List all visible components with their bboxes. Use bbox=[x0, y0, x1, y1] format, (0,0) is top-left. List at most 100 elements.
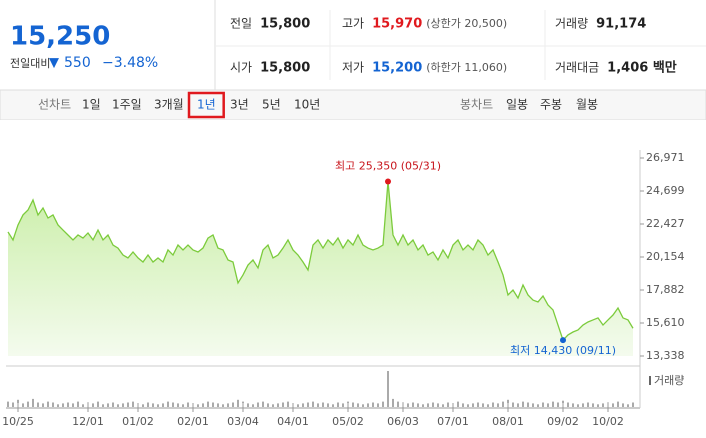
volume-bar bbox=[282, 402, 284, 407]
y-tick-label: 20,154 bbox=[646, 250, 685, 263]
volume-bar bbox=[202, 403, 204, 407]
tab[interactable]: 1일 bbox=[82, 98, 101, 112]
volume-bar bbox=[467, 404, 469, 407]
quote-label: 거래량 bbox=[555, 17, 588, 31]
volume-bar bbox=[117, 404, 119, 407]
x-tick-label: 10/02 bbox=[592, 415, 624, 428]
volume-bar bbox=[612, 403, 614, 407]
volume-bar bbox=[492, 402, 494, 407]
volume-label: 거래량 bbox=[654, 374, 684, 387]
volume-bar bbox=[422, 404, 424, 407]
volume-bar bbox=[412, 402, 414, 407]
volume-bar bbox=[92, 403, 94, 407]
quote-label: 거래대금 bbox=[555, 61, 599, 75]
volume-bar bbox=[102, 404, 104, 407]
tab[interactable]: 3개월 bbox=[154, 98, 184, 112]
volume-bar bbox=[587, 402, 589, 407]
x-tick-label: 01/02 bbox=[122, 415, 154, 428]
volume-bar bbox=[597, 404, 599, 407]
volume-bar bbox=[147, 402, 149, 407]
volume-bar bbox=[182, 404, 184, 407]
quote-value: 15,200 bbox=[372, 61, 422, 76]
volume-bar bbox=[127, 402, 129, 407]
min-marker bbox=[560, 337, 566, 344]
quote-note: (하한가 11,060) bbox=[426, 60, 507, 74]
volume-bar bbox=[417, 403, 419, 407]
volume-bar bbox=[267, 403, 269, 407]
header bbox=[0, 0, 706, 90]
tab[interactable]: 월봉 bbox=[576, 98, 598, 112]
volume-bar bbox=[197, 404, 199, 407]
volume-bar bbox=[162, 403, 164, 407]
volume-bar bbox=[287, 401, 289, 407]
volume-bar bbox=[567, 402, 569, 407]
volume-bar bbox=[367, 403, 369, 407]
tab[interactable]: 3년 bbox=[230, 98, 249, 112]
tab-selected bbox=[187, 91, 225, 119]
volume-bar bbox=[57, 404, 59, 407]
volume-bar bbox=[132, 401, 134, 407]
volume-bar bbox=[97, 401, 99, 407]
change: 550 bbox=[64, 55, 91, 71]
volume-bar bbox=[82, 404, 84, 407]
tab[interactable]: 5년 bbox=[262, 98, 281, 112]
tab[interactable]: 주봉 bbox=[540, 98, 562, 112]
quote-value: 91,174 bbox=[596, 17, 646, 32]
tab[interactable]: 10년 bbox=[294, 98, 320, 112]
tab-group-label: 선차트 bbox=[38, 98, 71, 112]
volume-bar bbox=[397, 401, 399, 407]
volume-bar bbox=[357, 403, 359, 407]
volume-bar bbox=[307, 402, 309, 407]
volume-bar bbox=[332, 404, 334, 407]
quote-value: 15,800 bbox=[260, 61, 310, 76]
y-tick-label: 17,882 bbox=[646, 283, 685, 296]
volume-bar bbox=[572, 403, 574, 407]
price-line bbox=[7, 181, 634, 342]
min-label: 최저 14,430 (09/11) bbox=[510, 344, 616, 357]
y-tick-label: 26,971 bbox=[646, 151, 685, 164]
volume-bar bbox=[257, 402, 259, 407]
volume-bar bbox=[362, 404, 364, 407]
volume-bar bbox=[542, 402, 544, 407]
volume-bar bbox=[247, 403, 249, 407]
volume-bar bbox=[77, 401, 79, 407]
tab[interactable]: 일봉 bbox=[506, 98, 528, 112]
volume-bar bbox=[457, 401, 459, 407]
volume-bar bbox=[27, 401, 29, 407]
volume-bar bbox=[222, 404, 224, 407]
x-tick-label: 03/04 bbox=[227, 415, 259, 428]
volume-bar bbox=[122, 403, 124, 407]
y-tick-label: 15,610 bbox=[646, 316, 685, 329]
volume-bar bbox=[62, 403, 64, 407]
volume-bar bbox=[532, 403, 534, 407]
volume-bar bbox=[557, 402, 559, 407]
tab[interactable]: 1년 bbox=[197, 98, 216, 112]
quote-label: 저가 bbox=[342, 61, 364, 75]
volume-bar bbox=[337, 402, 339, 407]
volume-bar bbox=[172, 402, 174, 407]
x-tick-label: 09/02 bbox=[547, 415, 579, 428]
volume-bar bbox=[622, 403, 624, 407]
volume-bar bbox=[37, 402, 39, 407]
volume-bar bbox=[592, 403, 594, 407]
x-tick-label: 05/02 bbox=[332, 415, 364, 428]
volume-bar bbox=[22, 403, 24, 407]
volume-bar bbox=[252, 404, 254, 407]
volume-bar bbox=[327, 403, 329, 407]
y-tick-label: 13,338 bbox=[646, 349, 685, 362]
change-label: 전일대비 bbox=[10, 56, 50, 70]
tab[interactable]: 1주일 bbox=[112, 98, 142, 112]
volume-bar bbox=[582, 403, 584, 407]
volume-legend-icon bbox=[649, 376, 651, 385]
volume-bar bbox=[432, 402, 434, 407]
volume-bar bbox=[547, 403, 549, 407]
quote-note: (상한가 20,500) bbox=[426, 17, 507, 30]
quote-label: 전일 bbox=[230, 17, 252, 31]
volume-bar bbox=[527, 402, 529, 407]
change-arrow: ▼ bbox=[49, 56, 59, 71]
volume-bar bbox=[352, 402, 354, 407]
volume-bar bbox=[427, 403, 429, 407]
volume-bar bbox=[72, 403, 74, 407]
volume-bar bbox=[177, 403, 179, 407]
